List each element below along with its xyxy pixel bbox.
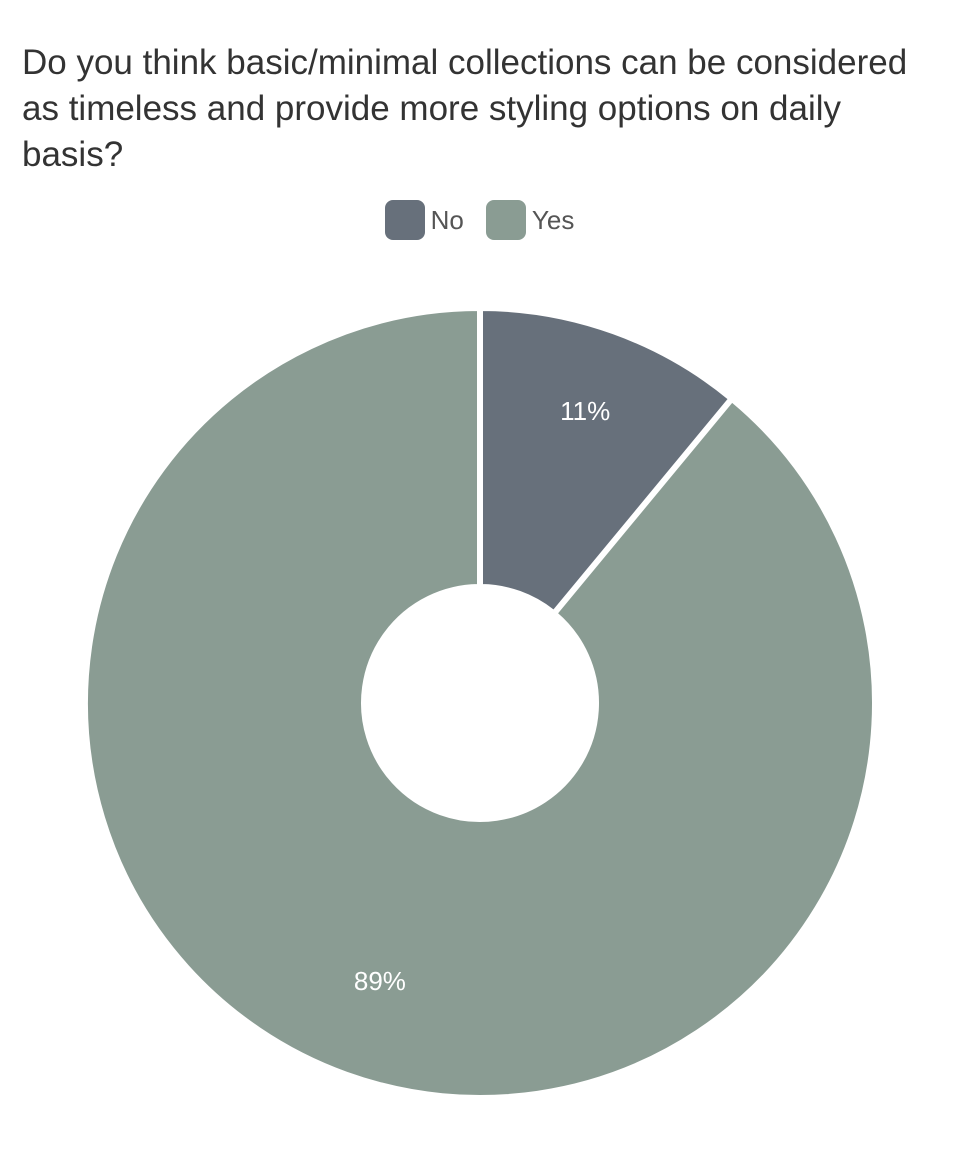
legend-swatch-yes	[485, 200, 526, 240]
legend-swatch-no	[384, 200, 425, 240]
legend: No Yes	[0, 200, 959, 240]
pie-slice-yes[interactable]	[86, 309, 874, 1097]
legend-label-yes: Yes	[531, 204, 575, 235]
legend-item-yes[interactable]: Yes	[485, 200, 575, 240]
legend-item-no[interactable]: No	[384, 200, 464, 240]
slice-label-yes: 89%	[354, 966, 406, 996]
slices-group	[86, 309, 874, 1097]
chart-title: Do you think basic/minimal collections c…	[22, 43, 908, 174]
pie-slice-no[interactable]	[481, 309, 730, 612]
legend-label-no: No	[430, 204, 464, 235]
slice-label-no: 11%	[560, 396, 610, 426]
slice-labels-group: 11% 89%	[354, 396, 610, 996]
